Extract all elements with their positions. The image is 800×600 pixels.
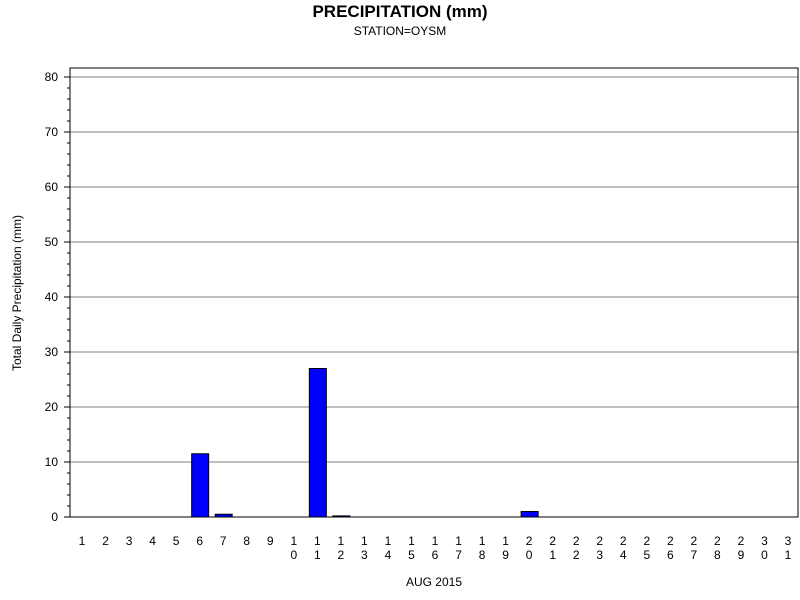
plot-frame (69, 67, 799, 518)
x-tick-label: 5 (173, 534, 180, 548)
y-tick-label: 50 (45, 235, 59, 249)
y-axis-label: Total Daily Precipitation (mm) (10, 215, 24, 371)
x-tick-label: 2 (102, 534, 109, 548)
x-tick-label: 1 (79, 534, 86, 548)
bar-day-6 (191, 453, 210, 518)
x-tick-labels: 1 2 3 4 5 6 7 8 9 1 01 11 21 31 41 51 61 71 81 92 02 12 22 32 42… (79, 534, 792, 562)
x-tick-label: 3 (126, 534, 133, 548)
y-tick-label: 30 (45, 345, 59, 359)
y-tick-label: 40 (45, 290, 59, 304)
x-axis-label: AUG 2015 (406, 575, 462, 589)
x-tick-label: 9 (267, 534, 274, 548)
chart-title: PRECIPITATION (mm) (312, 2, 487, 21)
x-tick-label: 6 (196, 534, 203, 548)
y-tick-label: 0 (51, 510, 58, 524)
bars (191, 368, 539, 518)
bar-day-11 (308, 368, 327, 518)
y-tick-label: 20 (45, 400, 59, 414)
y-tick-labels: 0 10 20 30 40 50 60 70 80 (45, 70, 59, 524)
x-tick-label: 7 (220, 534, 227, 548)
axes (64, 67, 799, 518)
y-tick-label: 10 (45, 455, 59, 469)
grid-lines (70, 76, 798, 463)
chart-subtitle: STATION=OYSM (354, 24, 447, 38)
bar-day-20 (520, 511, 539, 518)
y-tick-label: 80 (45, 70, 59, 84)
y-tick-label: 60 (45, 180, 59, 194)
x-tick-label: 8 (243, 534, 250, 548)
x-tick-label: 4 (149, 534, 156, 548)
y-tick-label: 70 (45, 125, 59, 139)
